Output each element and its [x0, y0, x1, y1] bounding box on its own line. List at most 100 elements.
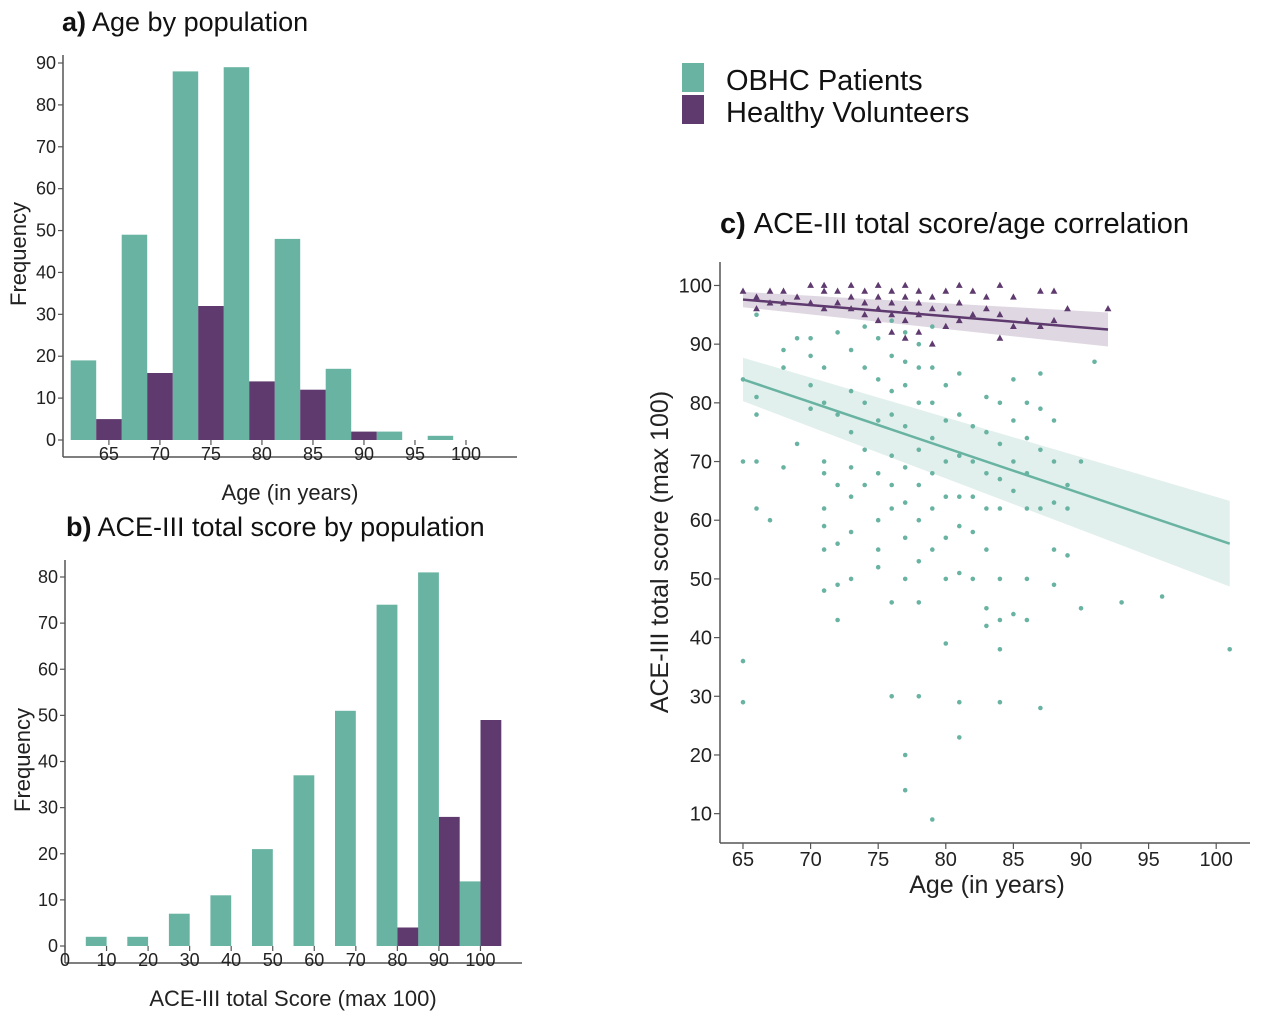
point-patients-52: [889, 694, 894, 699]
point-patients-53: [889, 600, 894, 605]
bar-a-volunteers-3: [249, 381, 275, 440]
point-volunteers-19: [861, 299, 869, 306]
point-volunteers-59: [1050, 287, 1058, 294]
panel-b-title-letter: b): [66, 512, 91, 542]
point-volunteers-26: [888, 299, 896, 306]
point-patients-121: [997, 441, 1003, 447]
point-patients-145: [1065, 506, 1070, 511]
point-patients-67: [902, 424, 908, 429]
point-patients-73: [916, 559, 922, 564]
point-patients-119: [997, 506, 1003, 511]
panel-c-y-label: ACE-III total score (max 100): [646, 391, 674, 713]
point-volunteers-22: [874, 293, 882, 300]
y-tick-label-a-3: 30: [36, 304, 56, 324]
x-tick-label-a-2: 75: [201, 444, 221, 464]
panel-c-title-letter: c): [720, 208, 746, 240]
point-patients-6: [754, 412, 759, 417]
bar-b-patients-7: [376, 604, 398, 946]
point-patients-83: [930, 471, 935, 476]
point-volunteers-3: [766, 287, 774, 294]
point-patients-143: [1051, 418, 1057, 423]
point-patients-25: [821, 400, 827, 406]
point-patients-66: [902, 465, 908, 470]
point-volunteers-57: [1037, 287, 1044, 294]
point-patients-77: [916, 400, 922, 406]
y-tick-label-c-5: 60: [690, 510, 712, 532]
point-volunteers-33: [901, 334, 909, 341]
point-patients-92: [943, 459, 949, 464]
point-volunteers-58: [1037, 322, 1044, 329]
panel-a-title: a) Age by population: [62, 7, 308, 37]
bar-b-patients-2: [168, 913, 190, 946]
y-tick-label-c-9: 100: [679, 275, 712, 297]
y-tick-label-a-4: 40: [36, 262, 56, 282]
bar-a-patients-7: [427, 435, 454, 440]
x-tick-label-b-0: 0: [60, 950, 70, 970]
point-volunteers-43: [942, 322, 950, 329]
x-tick-label-b-6: 60: [304, 950, 324, 970]
x-tick-label-a-4: 85: [303, 444, 323, 464]
point-patients-68: [902, 382, 908, 388]
point-volunteers-39: [928, 305, 936, 312]
point-patients-33: [848, 576, 854, 582]
point-volunteers-60: [1050, 316, 1058, 324]
panel-a-title-letter: a): [62, 7, 86, 37]
y-tick-label-b-7: 70: [38, 613, 58, 633]
x-tick-label-b-10: 100: [465, 950, 495, 970]
y-tick-label-a-2: 20: [36, 346, 56, 366]
point-patients-42: [862, 400, 867, 406]
point-patients-60: [889, 318, 894, 324]
point-volunteers-14: [834, 299, 841, 306]
point-volunteers-13: [834, 287, 841, 294]
y-tick-label-c-2: 30: [690, 686, 712, 708]
point-patients-36: [848, 465, 854, 470]
y-tick-label-a-1: 10: [36, 388, 56, 408]
point-patients-72: [916, 694, 922, 699]
point-patients-32: [835, 330, 840, 335]
point-volunteers-24: [874, 316, 882, 324]
y-tick-label-c-4: 50: [690, 569, 712, 591]
y-tick-label-c-6: 70: [690, 452, 712, 474]
point-volunteers-34: [915, 287, 923, 294]
point-patients-0: [740, 658, 746, 664]
y-tick-label-b-4: 40: [38, 752, 58, 772]
bar-b-patients-4: [252, 849, 273, 946]
y-tick-label-a-0: 0: [46, 430, 56, 450]
point-volunteers-37: [915, 328, 923, 335]
point-patients-20: [821, 471, 827, 476]
legend-swatch-patients: [682, 63, 704, 92]
point-patients-8: [754, 312, 759, 318]
point-volunteers-12: [820, 305, 828, 312]
point-patients-54: [889, 506, 894, 511]
point-patients-90: [943, 535, 949, 541]
bar-a-patients-2: [172, 71, 199, 441]
point-patients-102: [957, 371, 962, 376]
point-patients-38: [848, 388, 854, 394]
point-patients-13: [794, 441, 800, 447]
y-tick-label-b-1: 10: [38, 890, 58, 910]
point-patients-95: [957, 735, 962, 740]
point-volunteers-7: [793, 293, 801, 300]
point-patients-12: [781, 347, 786, 353]
x-tick-label-b-2: 20: [138, 950, 158, 970]
x-tick-label-a-7: 100: [451, 444, 481, 464]
bar-b-patients-6: [335, 710, 356, 946]
point-patients-150: [1119, 600, 1124, 605]
bar-b-patients-9: [459, 881, 481, 946]
point-patients-127: [1011, 377, 1016, 382]
point-patients-19: [821, 459, 827, 464]
panel-a-x-label: Age (in years): [222, 480, 359, 505]
point-patients-134: [1038, 705, 1043, 711]
point-patients-63: [902, 576, 908, 582]
point-patients-89: [943, 576, 949, 582]
bar-a-volunteers-5: [351, 431, 377, 440]
point-patients-123: [1011, 611, 1016, 617]
x-tick-label-b-9: 90: [429, 950, 449, 970]
point-volunteers-0: [739, 287, 747, 294]
point-volunteers-61: [1064, 305, 1071, 312]
point-volunteers-27: [888, 311, 896, 318]
bar-a-volunteers-0: [96, 419, 122, 440]
bar-a-patients-0: [70, 360, 97, 440]
point-patients-17: [808, 353, 813, 359]
panel-a-y-label: Frequency: [6, 202, 31, 306]
